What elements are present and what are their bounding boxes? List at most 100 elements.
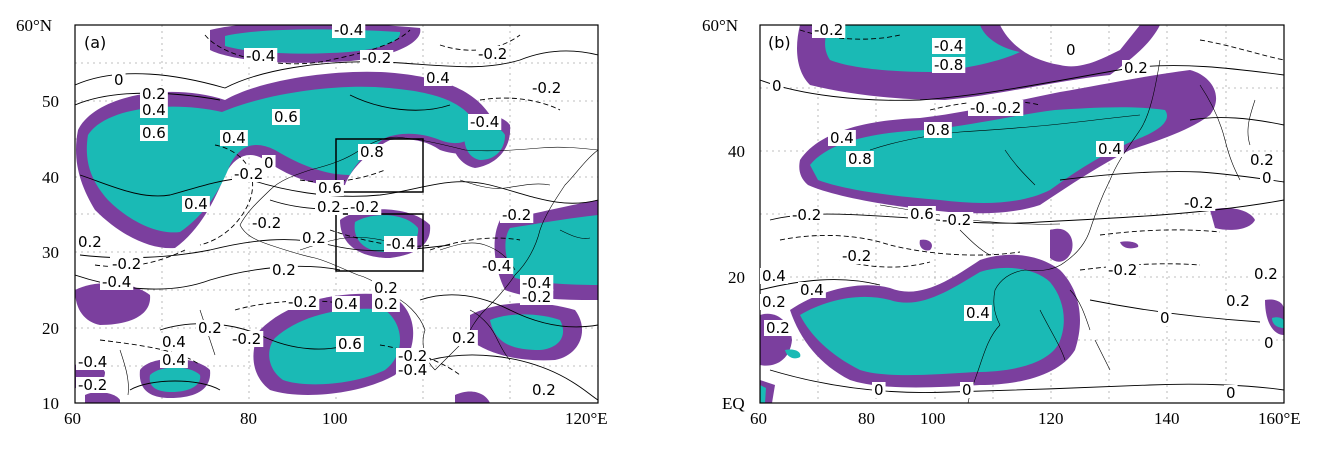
panel-a-contour-label: -0.4 (384, 235, 418, 253)
svg-text:-0.8: -0.8 (934, 56, 963, 74)
svg-text:0: 0 (264, 154, 274, 172)
svg-text:-0.2: -0.2 (842, 247, 871, 265)
svg-text:-0.4: -0.4 (334, 21, 363, 39)
panel-a-contour-label: 0 (262, 154, 276, 172)
svg-text:0.6: 0.6 (338, 335, 362, 353)
svg-text:0: 0 (1160, 309, 1170, 327)
panel-a-contour-label: -0.2 (520, 288, 554, 306)
svg-text:-0.2: -0.2 (792, 206, 821, 224)
svg-text:0.2: 0.2 (374, 295, 398, 313)
panel-a-contour-label: -0.2 (348, 198, 382, 216)
panel-a-contour-label: 0.6 (140, 124, 168, 142)
panel-a-contour-label: -0.2 (360, 49, 394, 67)
panel-a-contour-label: -0.4 (332, 21, 366, 39)
panel-a-contour-label: 0.4 (220, 129, 248, 147)
panel-a-y-tick: 10 (42, 394, 59, 413)
panel-b-contour-label: -0.2 (790, 206, 824, 224)
panel-b-contour-label: 0.4 (964, 304, 992, 322)
svg-text:-0.2: -0.2 (1184, 194, 1213, 212)
svg-text:0.2: 0.2 (452, 329, 476, 347)
panel-a-contour-label: 0.2 (372, 279, 400, 297)
panel-a-contour-label: 0.8 (358, 143, 386, 161)
panel-a-contour-label: 0.4 (182, 195, 210, 213)
panel-a-y-axis: 60°N 50 40 30 20 10 (16, 16, 59, 413)
panel-b-contour-label: 0 (960, 381, 974, 399)
svg-text:0.8: 0.8 (360, 143, 384, 161)
panel-a-contour-label: -0.2 (230, 330, 264, 348)
panel-a-contour-label: -0.2 (76, 376, 110, 394)
svg-text:-0.4: -0.4 (102, 273, 131, 291)
svg-text:0.2: 0.2 (272, 261, 296, 279)
svg-text:0.4: 0.4 (142, 101, 166, 119)
svg-text:-0.4: -0.4 (386, 235, 415, 253)
panel-b-contour-label: 0.2 (1224, 292, 1252, 310)
svg-text:0: 0 (114, 71, 124, 89)
panel-a-y-tick: 30 (42, 243, 59, 262)
panel-a-contour-label: 0.2 (140, 85, 168, 103)
panel-a-contour-label: 0.4 (160, 333, 188, 351)
panel-b-label: (b) (768, 33, 791, 52)
panel-b-contour-label: 0 (1260, 169, 1274, 187)
svg-text:0.4: 0.4 (184, 195, 208, 213)
svg-text:0.4: 0.4 (426, 69, 450, 87)
panel-b-x-axis: 60 80 100 120 140 160°E (750, 409, 1301, 428)
svg-text:-0.2: -0.2 (362, 49, 391, 67)
svg-text:-0.4: -0.4 (934, 37, 963, 55)
panel-a-contour-labels: -0.4 -0.4 -0.2 -0.2 0.4 0 0.2 0.4 0.6 0.… (76, 21, 564, 399)
panel-b-y-tick: 40 (728, 142, 745, 161)
panel-b-contour-label: -0.2 (812, 21, 846, 39)
svg-text:-0.2: -0.2 (502, 206, 531, 224)
svg-text:0.6: 0.6 (910, 205, 934, 223)
panel-b-y-tick: 60°N (702, 16, 738, 35)
panel-a-contour-label: 0.4 (332, 295, 360, 313)
panel-b-contour-label: -0.8 (932, 56, 966, 74)
svg-text:-0.2: -0.2 (478, 45, 507, 63)
panel-a-contour-label: 0.6 (272, 108, 300, 126)
panel-b-contour-label: 0.4 (760, 267, 788, 285)
svg-text:-0.2: -0.2 (942, 211, 971, 229)
panel-b-contour-label: 0.2 (1122, 59, 1150, 77)
svg-text:0.2: 0.2 (142, 85, 166, 103)
svg-text:0: 0 (1262, 169, 1272, 187)
panel-b-contour-label: 0.2 (1252, 265, 1280, 283)
svg-text:0.4: 0.4 (966, 304, 990, 322)
panel-b-x-tick: 160°E (1258, 409, 1301, 428)
svg-text:0.2: 0.2 (198, 319, 222, 337)
panel-a-contour-label: -0.4 (468, 113, 502, 131)
panel-a-y-tick: 20 (42, 319, 59, 338)
panel-a-contour-label: -0.4 (100, 273, 134, 291)
panel-b-contour-label: 0.6 (908, 205, 936, 223)
panel-a-x-tick: 60 (64, 409, 81, 428)
panel-a-north-box (335, 138, 424, 193)
panel-a-contour-label: -0.2 (286, 293, 320, 311)
panel-a-contour-label: 0.2 (76, 233, 104, 251)
svg-text:-0.2: -0.2 (350, 198, 379, 216)
panel-b-contour-label: 0 (770, 77, 784, 95)
svg-text:0.2: 0.2 (78, 233, 102, 251)
svg-text:-0.2: -0.2 (112, 255, 141, 273)
panel-a-contour-label: -0.2 (476, 45, 510, 63)
panel-b-x-tick: 120 (1038, 409, 1064, 428)
panel-a-contour-label: 0.2 (315, 198, 343, 216)
svg-text:0.8: 0.8 (926, 121, 950, 139)
svg-text:0.2: 0.2 (1226, 292, 1250, 310)
panel-b-x-tick: 80 (858, 409, 875, 428)
panel-b-y-axis: 60°N 40 20 EQ (702, 16, 745, 413)
panel-a-map (75, 25, 598, 403)
panel-b-contour-label: 0 (1064, 41, 1078, 59)
panel-a-contour-label: -0.2 (232, 165, 266, 183)
panel-b-contour-label: -0.2 (990, 99, 1024, 117)
panel-b-teal-regions (760, 25, 1284, 403)
svg-text:0.2: 0.2 (766, 319, 790, 337)
panel-b-contour-label: -0.2 (940, 211, 974, 229)
panel-a-x-axis: 60 80 100 120°E (64, 409, 608, 428)
panel-a-contour-label: -0.4 (520, 274, 554, 292)
panel-a-contour-label: -0.2 (110, 255, 144, 273)
panel-a-x-tick: 80 (240, 409, 257, 428)
panel-a-y-tick: 40 (42, 168, 59, 187)
panel-a-contour-label: -0.4 (480, 257, 514, 275)
panel-b-contour-label: 0 (872, 381, 886, 399)
panel-b-contour-label: 0.8 (924, 121, 952, 139)
svg-text:-0.2: -0.2 (522, 288, 551, 306)
